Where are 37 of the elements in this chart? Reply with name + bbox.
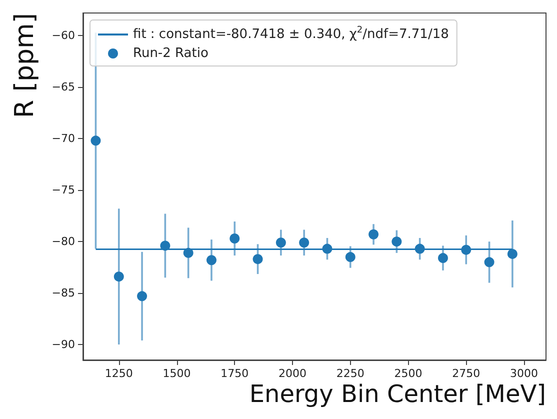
x-tick-label: 1500 bbox=[162, 367, 191, 380]
x-tick-label: 2000 bbox=[278, 367, 307, 380]
point bbox=[137, 291, 148, 302]
point bbox=[392, 236, 402, 247]
point bbox=[507, 248, 518, 259]
point bbox=[461, 244, 472, 255]
point bbox=[206, 255, 216, 266]
point bbox=[230, 234, 240, 244]
y-tick-label: −60 bbox=[52, 29, 75, 42]
x-tick-label: 3000 bbox=[510, 367, 538, 380]
point bbox=[183, 248, 194, 258]
point bbox=[114, 272, 124, 282]
point bbox=[345, 252, 356, 262]
y-axis-title: R [ppm] bbox=[10, 13, 40, 118]
point bbox=[438, 253, 448, 264]
x-tick-label: 2500 bbox=[394, 367, 422, 380]
point bbox=[90, 136, 101, 146]
y-tick-label: −85 bbox=[52, 286, 75, 300]
point bbox=[276, 238, 286, 248]
point bbox=[368, 229, 379, 240]
y-tick-label: −70 bbox=[52, 132, 75, 146]
legend-label: Run-2 Ratio bbox=[133, 46, 208, 61]
y-tick-label: −90 bbox=[52, 338, 75, 352]
point bbox=[484, 257, 494, 268]
point bbox=[414, 244, 425, 254]
x-axis-title: Energy Bin Center [MeV] bbox=[249, 380, 546, 408]
y-tick-label: −80 bbox=[52, 235, 75, 248]
point bbox=[160, 240, 170, 251]
point bbox=[252, 254, 263, 264]
x-tick-label: 1750 bbox=[220, 367, 249, 380]
x-tick-label: 1250 bbox=[104, 367, 133, 380]
x-tick-label: 2250 bbox=[336, 367, 364, 380]
point bbox=[322, 244, 332, 254]
x-tick-label: 2750 bbox=[452, 367, 480, 380]
y-tick-label: −65 bbox=[52, 80, 75, 94]
point bbox=[299, 238, 310, 248]
y-tick-label: −75 bbox=[52, 184, 75, 197]
